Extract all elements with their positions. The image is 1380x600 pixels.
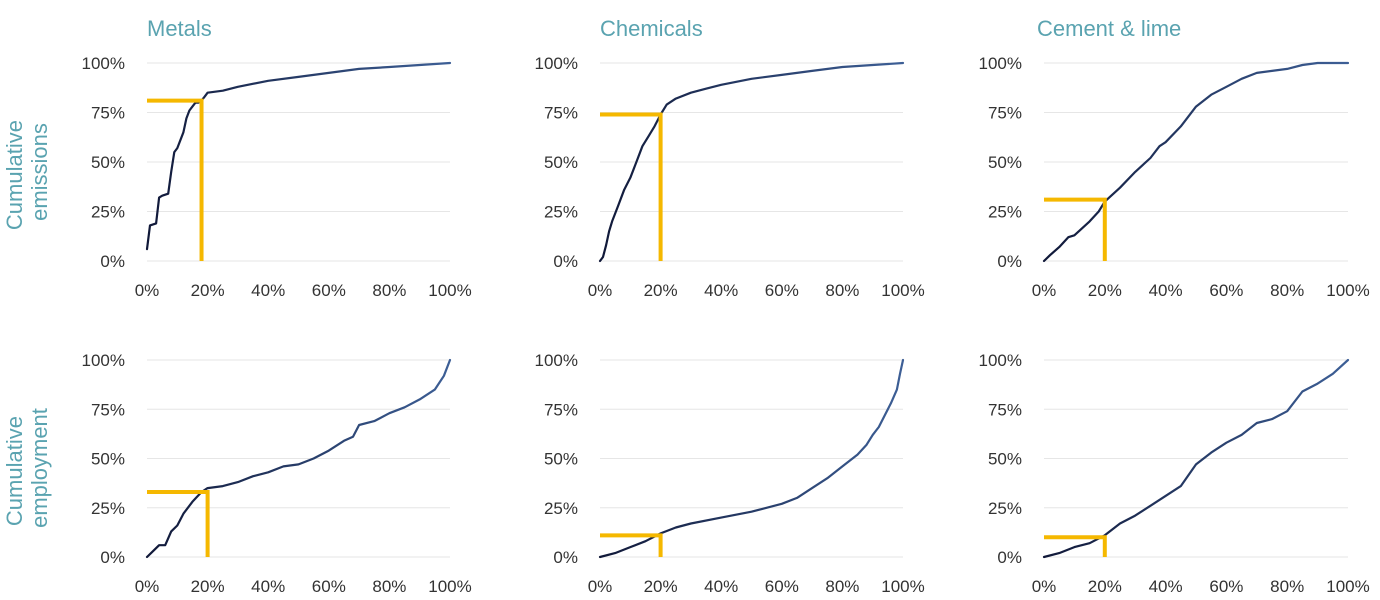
chart-panel-2: Cement & lime 0% 25% 50% 75% 100% 0% 20% 40% 60% 8… <box>979 16 1370 300</box>
panel-title-0: Metals <box>147 16 212 41</box>
y-tick-label-1-1: 25% <box>544 203 578 222</box>
threshold-marker-5 <box>1044 535 1107 557</box>
x-tick-label-4-4: 80% <box>825 577 859 596</box>
x-tick-label-3-3: 60% <box>312 577 346 596</box>
panel-title-2: Cement & lime <box>1037 16 1181 41</box>
x-tick-label-1-4: 80% <box>825 281 859 300</box>
y-tick-label-4-1: 25% <box>544 499 578 518</box>
x-tick-label-5-4: 80% <box>1270 577 1304 596</box>
y-tick-label-2-1: 25% <box>988 203 1022 222</box>
x-tick-label-1-5: 100% <box>881 281 924 300</box>
cumulative-curve-1 <box>598 61 905 263</box>
x-tick-label-0-4: 80% <box>372 281 406 300</box>
x-tick-label-3-0: 0% <box>135 577 160 596</box>
x-tick-label-2-5: 100% <box>1326 281 1369 300</box>
chart-panel-4: 0% 25% 50% 75% 100% 0% 20% 40% 60% 80% 100% <box>535 351 925 596</box>
x-tick-label-0-5: 100% <box>428 281 471 300</box>
cumulative-curve-0 <box>145 61 452 251</box>
row-label-emissions: Cumulative emissions <box>2 114 52 230</box>
y-tick-label-0-2: 50% <box>91 153 125 172</box>
x-tick-label-0-0: 0% <box>135 281 160 300</box>
threshold-marker-0 <box>147 98 204 261</box>
x-tick-label-3-1: 20% <box>191 577 225 596</box>
chart-panel-5: 0% 25% 50% 75% 100% 0% 20% 40% 60% 80% 100% <box>979 351 1370 596</box>
y-tick-label-0-3: 75% <box>91 104 125 123</box>
x-tick-label-1-1: 20% <box>644 281 678 300</box>
x-tick-label-2-3: 60% <box>1209 281 1243 300</box>
x-tick-label-0-1: 20% <box>191 281 225 300</box>
y-tick-label-3-0: 0% <box>100 548 125 567</box>
row-label-employment-line2: employment <box>27 408 52 528</box>
x-tick-label-1-2: 40% <box>704 281 738 300</box>
threshold-marker-4 <box>600 533 663 557</box>
y-tick-label-2-2: 50% <box>988 153 1022 172</box>
x-tick-label-4-2: 40% <box>704 577 738 596</box>
y-tick-label-3-2: 50% <box>91 450 125 469</box>
x-tick-label-3-5: 100% <box>428 577 471 596</box>
cumulative-curve-5 <box>1042 358 1350 559</box>
y-tick-label-1-0: 0% <box>553 252 578 271</box>
y-tick-label-4-0: 0% <box>553 548 578 567</box>
y-tick-label-0-0: 0% <box>100 252 125 271</box>
x-tick-label-5-1: 20% <box>1088 577 1122 596</box>
x-tick-label-2-1: 20% <box>1088 281 1122 300</box>
row-label-emissions-line1: Cumulative <box>2 120 27 230</box>
threshold-marker-2 <box>1044 197 1107 261</box>
x-tick-label-5-3: 60% <box>1209 577 1243 596</box>
row-labels: Cumulative emissions Cumulative employme… <box>2 114 52 528</box>
y-tick-label-0-4: 100% <box>82 54 125 73</box>
row-label-employment: Cumulative employment <box>2 408 52 528</box>
x-tick-label-4-0: 0% <box>588 577 613 596</box>
threshold-marker-3 <box>147 489 210 557</box>
y-tick-label-5-2: 50% <box>988 450 1022 469</box>
x-tick-label-5-5: 100% <box>1326 577 1369 596</box>
x-tick-label-2-2: 40% <box>1149 281 1183 300</box>
x-tick-label-1-0: 0% <box>588 281 613 300</box>
x-tick-label-4-5: 100% <box>881 577 924 596</box>
y-tick-label-1-2: 50% <box>544 153 578 172</box>
panel-title-1: Chemicals <box>600 16 703 41</box>
x-tick-label-3-2: 40% <box>251 577 285 596</box>
x-tick-label-5-0: 0% <box>1032 577 1057 596</box>
y-tick-label-1-4: 100% <box>535 54 578 73</box>
y-tick-label-2-4: 100% <box>979 54 1022 73</box>
y-tick-label-1-3: 75% <box>544 104 578 123</box>
x-tick-label-2-4: 80% <box>1270 281 1304 300</box>
x-tick-label-4-1: 20% <box>644 577 678 596</box>
y-tick-label-4-3: 75% <box>544 400 578 419</box>
y-tick-label-5-4: 100% <box>979 351 1022 370</box>
x-tick-label-0-3: 60% <box>312 281 346 300</box>
y-tick-label-5-0: 0% <box>997 548 1022 567</box>
x-tick-label-5-2: 40% <box>1149 577 1183 596</box>
y-tick-label-3-3: 75% <box>91 400 125 419</box>
x-tick-label-1-3: 60% <box>765 281 799 300</box>
chart-panel-3: 0% 25% 50% 75% 100% 0% 20% 40% 60% 80% 100% <box>82 351 472 596</box>
x-tick-label-4-3: 60% <box>765 577 799 596</box>
y-tick-label-2-0: 0% <box>997 252 1022 271</box>
y-tick-label-3-4: 100% <box>82 351 125 370</box>
y-tick-label-5-1: 25% <box>988 499 1022 518</box>
cumulative-curve-3 <box>145 358 452 559</box>
chart-panel-0: Metals 0% 25% 50% 75% 100% 0% 20% 40% 60% 80% 100% <box>82 16 472 300</box>
y-tick-label-4-4: 100% <box>535 351 578 370</box>
x-tick-label-2-0: 0% <box>1032 281 1057 300</box>
chart-panel-1: Chemicals 0% 25% 50% 75% 100% 0% 20% 40% 60% 80% 10… <box>535 16 925 300</box>
row-label-emissions-line2: emissions <box>27 123 52 221</box>
y-tick-label-3-1: 25% <box>91 499 125 518</box>
threshold-marker-1 <box>600 112 663 261</box>
x-tick-label-3-4: 80% <box>372 577 406 596</box>
cumulative-curve-2 <box>1042 61 1350 263</box>
y-tick-label-4-2: 50% <box>544 450 578 469</box>
x-tick-label-0-2: 40% <box>251 281 285 300</box>
y-tick-label-5-3: 75% <box>988 400 1022 419</box>
y-tick-label-2-3: 75% <box>988 104 1022 123</box>
y-tick-label-0-1: 25% <box>91 203 125 222</box>
row-label-employment-line1: Cumulative <box>2 416 27 526</box>
